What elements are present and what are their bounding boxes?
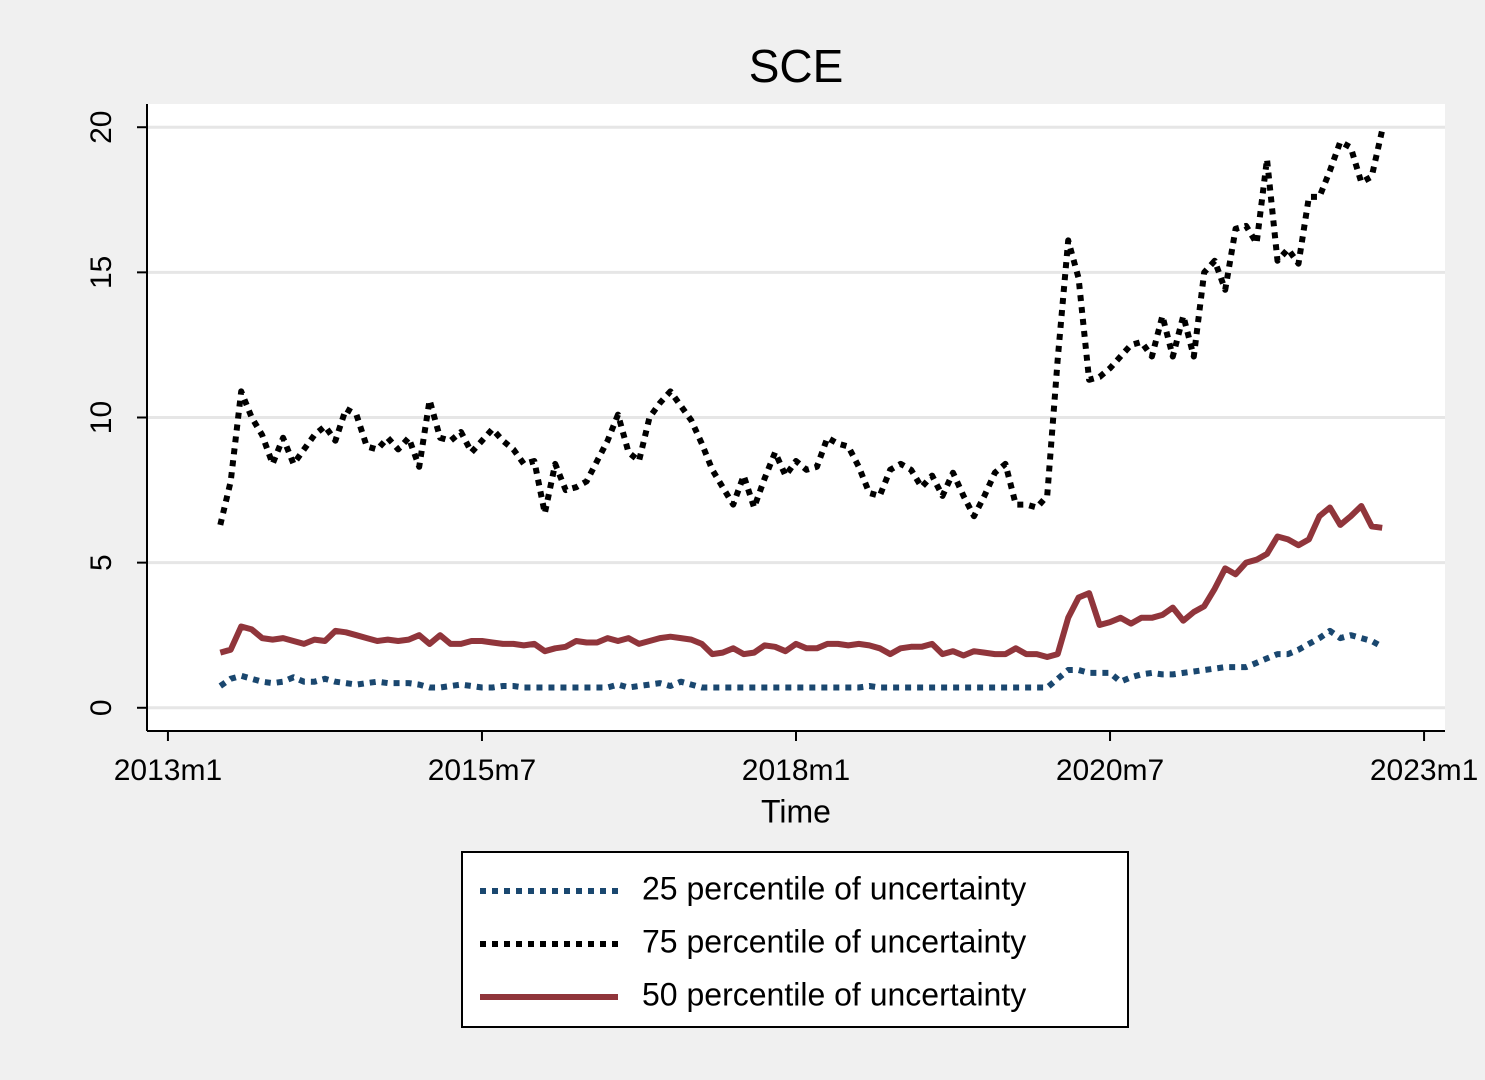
series-line xyxy=(218,627,1384,691)
legend-label: 25 percentile of uncertainty xyxy=(642,870,1026,906)
x-tick-label: 2013m1 xyxy=(114,754,222,787)
y-tick-label: 10 xyxy=(85,401,118,434)
x-tick-label: 2015m7 xyxy=(428,754,536,787)
x-tick-label: 2023m1 xyxy=(1370,754,1478,787)
chart-title: SCE xyxy=(749,40,844,92)
series-line xyxy=(217,129,1386,526)
x-tick-label: 2018m1 xyxy=(742,754,850,787)
y-tick-label: 15 xyxy=(85,256,118,289)
x-tick-label: 2020m7 xyxy=(1056,754,1164,787)
y-tick-label: 5 xyxy=(85,554,118,571)
x-axis-label: Time xyxy=(761,793,831,829)
legend-label: 75 percentile of uncertainty xyxy=(642,923,1026,959)
legend-label: 50 percentile of uncertainty xyxy=(642,976,1026,1012)
series-line xyxy=(219,503,1383,660)
y-tick-label: 0 xyxy=(85,699,118,716)
y-tick-label: 20 xyxy=(85,111,118,144)
